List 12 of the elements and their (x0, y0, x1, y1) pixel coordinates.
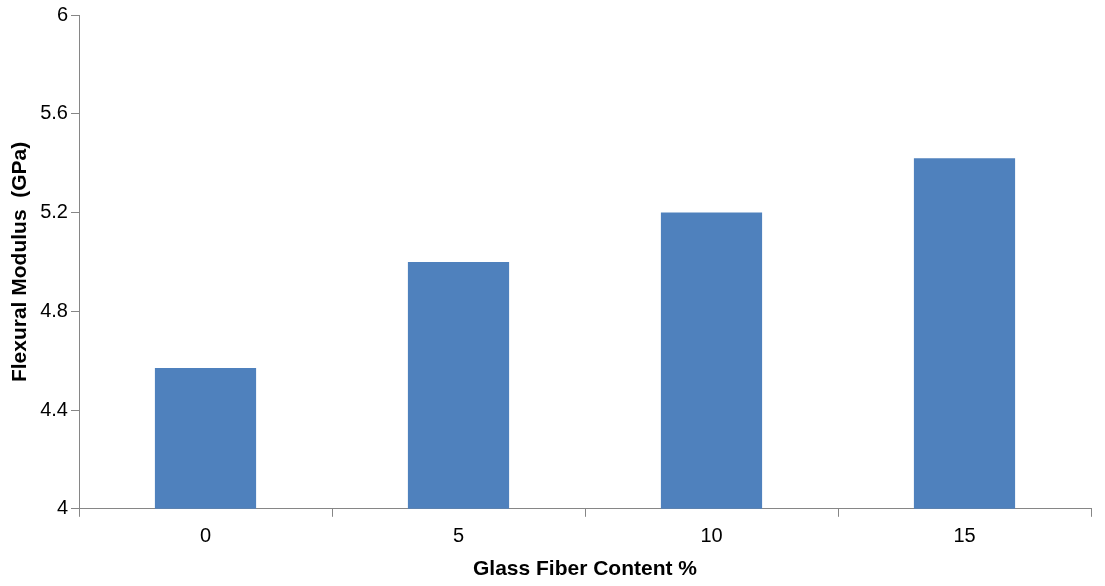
y-tick-label: 4.4 (40, 397, 68, 420)
x-axis-title: Glass Fiber Content % (472, 556, 698, 580)
y-tick-label: 5.6 (40, 101, 68, 124)
y-tick-label: 4 (56, 496, 68, 519)
y-tick-label: 6 (56, 2, 68, 25)
x-tick-label: 0 (199, 524, 212, 547)
x-tick-label: 15 (953, 524, 976, 547)
y-tick-label: 4.8 (40, 298, 68, 321)
y-axis-title: Flexural Modulus (GPa) (7, 141, 31, 383)
y-tick-label: 5.2 (40, 200, 68, 223)
x-tick-label: 5 (452, 524, 465, 547)
x-tick-label: 10 (700, 524, 723, 547)
